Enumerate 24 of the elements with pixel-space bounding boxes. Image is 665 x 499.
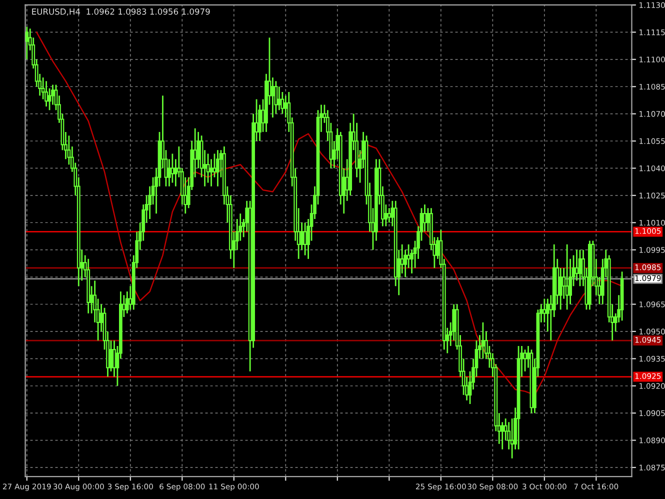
candlestick [507,421,511,450]
candlestick [423,204,426,232]
candlestick [468,370,472,405]
candlestick [86,258,90,314]
candlestick [600,258,604,305]
chart-title: EURUSD,H4 1.0962 1.0983 1.0956 1.0979 [32,8,210,16]
candlestick [588,240,592,310]
candlestick [222,146,226,206]
candlestick [25,26,29,60]
candlestick [93,280,96,324]
candlestick [558,267,562,310]
candlestick [271,76,274,118]
candlestick [180,168,184,206]
candlestick [216,149,220,188]
candlestick [303,222,307,256]
candlestick [206,153,210,184]
candlestick [148,186,152,220]
candlestick [44,80,48,108]
candlestick [67,134,71,166]
candlestick [96,298,100,342]
candlestick [142,204,146,242]
candlestick [238,212,242,242]
candlestick [51,84,54,106]
line-series [36,32,623,396]
